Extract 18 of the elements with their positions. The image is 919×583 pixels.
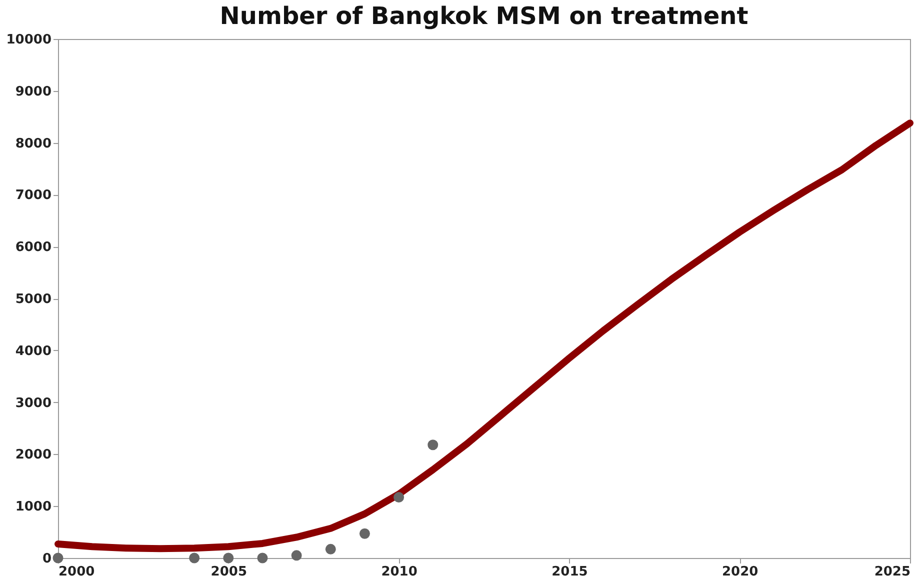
y-tick-label: 7000 — [15, 188, 52, 204]
y-tick-label: 9000 — [15, 84, 52, 100]
y-tick-label: 8000 — [15, 136, 52, 152]
y-tick-label: 4000 — [15, 344, 52, 359]
y-tick-label: 10000 — [6, 32, 52, 48]
x-tick-label: 2020 — [722, 564, 758, 580]
x-tick-label: 2005 — [210, 564, 247, 580]
y-tick-label: 2000 — [15, 448, 52, 463]
x-tick-label: 2025 — [874, 564, 910, 580]
y-tick-label: 1000 — [15, 500, 52, 515]
y-tick-label: 0 — [42, 552, 52, 566]
y-tick-label: 3000 — [15, 396, 52, 411]
y-tick-label: 6000 — [15, 240, 52, 256]
x-tick-label: 2015 — [552, 564, 588, 580]
x-tick-label: 2000 — [58, 564, 95, 580]
y-tick-label: 5000 — [15, 292, 52, 307]
x-tick-label: 2010 — [381, 564, 418, 580]
chart-title: Number of Bangkok MSM on treatment — [220, 2, 748, 30]
